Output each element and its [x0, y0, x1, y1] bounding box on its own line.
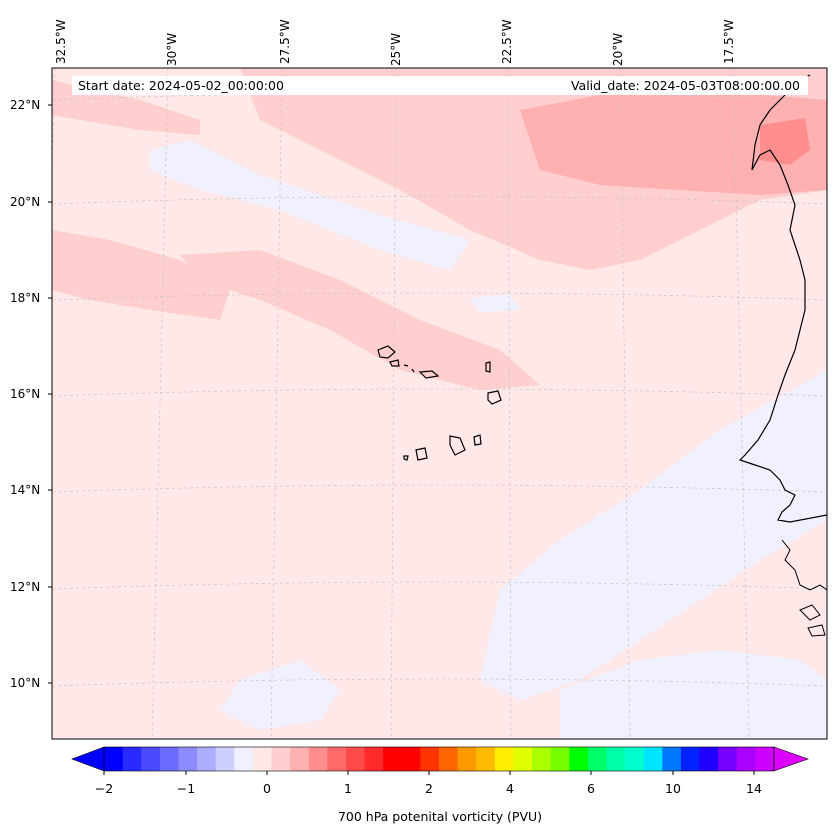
- colorbar-segment: [197, 747, 217, 771]
- pv-positive-ne: [520, 90, 827, 195]
- colorbar-segment: [476, 747, 496, 771]
- lat-label: 10°N: [10, 676, 41, 690]
- colorbar-segment: [755, 747, 775, 771]
- coastline-guinea: [781, 539, 827, 591]
- lon-label: 20°W: [611, 32, 625, 66]
- colorbar-segment: [420, 747, 440, 771]
- colorbar-segment: [643, 747, 663, 771]
- pv-negative-band-north: [150, 140, 470, 270]
- colorbar-segment: [606, 747, 626, 771]
- colorbar-segment: [662, 747, 682, 771]
- colorbar-segment: [680, 747, 701, 771]
- colorbar-segment: [122, 747, 142, 771]
- colorbar-segment: [587, 747, 607, 771]
- colorbar-segment: [104, 747, 124, 771]
- colorbar-segment: [215, 747, 235, 771]
- colorbar-tick-label: −2: [94, 781, 114, 796]
- colorbar-segment: [532, 747, 552, 771]
- colorbar-segment: [345, 747, 366, 771]
- lon-label: 22.5°W: [500, 19, 514, 64]
- colorbar-segment: [625, 747, 645, 771]
- start-date: Start date: 2024-05-02_00:00:00: [78, 78, 284, 93]
- pv-field: [52, 68, 827, 739]
- colorbar-segment: [699, 747, 719, 771]
- lon-label: 25°W: [389, 32, 403, 66]
- lat-ticks: [48, 104, 52, 684]
- colorbar-tick-label: 2: [425, 781, 433, 796]
- colorbar-tick-label: 0: [263, 781, 271, 796]
- lon-label: 27.5°W: [278, 19, 292, 64]
- colorbar-tick-label: 4: [506, 781, 514, 796]
- map-frame: [51, 67, 828, 740]
- lat-label: 14°N: [10, 483, 41, 497]
- colorbar-segment: [383, 747, 403, 771]
- lat-label: 16°N: [10, 387, 41, 401]
- bijagos-islands: [799, 604, 826, 637]
- africa-coastline: [738, 74, 827, 523]
- colorbar-title: 700 hPa potenital vorticity (PVU): [337, 809, 543, 824]
- colorbar-extend-max: [773, 746, 809, 772]
- colorbar-segment: [327, 747, 347, 771]
- pv-negative-patch-sw: [220, 660, 340, 730]
- colorbar-segment: [141, 747, 161, 771]
- colorbar-extend-min: [71, 746, 105, 772]
- lon-label: 17.5°W: [722, 19, 736, 64]
- colorbar-segment: [308, 747, 328, 771]
- colorbar-segment: [439, 747, 459, 771]
- colorbar-tick-label: 10: [665, 781, 681, 796]
- colorbar-segment: [271, 747, 291, 771]
- date-info-bar: Start date: 2024-05-02_00:00:00 Valid_da…: [72, 76, 808, 95]
- lat-label: 20°N: [10, 195, 41, 209]
- lon-label: 30°W: [165, 32, 179, 66]
- pv-positive-west: [52, 230, 230, 320]
- colorbar-segment: [178, 747, 198, 771]
- colorbar-segment: [159, 747, 179, 771]
- lat-label: 12°N: [10, 580, 41, 594]
- colorbar: [71, 746, 809, 775]
- colorbar-segment: [736, 747, 756, 771]
- pv-negative-patch: [470, 294, 520, 312]
- pv-negative-patch-se: [560, 650, 827, 739]
- colorbar-segment: [234, 747, 254, 771]
- colorbar-tick-label: 6: [587, 781, 595, 796]
- colorbar-segment: [364, 747, 384, 771]
- colorbar-frame: [103, 746, 775, 772]
- colorbar-segment: [718, 747, 738, 771]
- colorbar-segment: [569, 747, 589, 771]
- colorbar-tick-label: 1: [344, 781, 352, 796]
- colorbar-segment: [457, 747, 477, 771]
- lat-label: 18°N: [10, 291, 41, 305]
- colorbar-tick-label: −1: [176, 781, 196, 796]
- graticule: [52, 68, 827, 739]
- colorbar-segment: [401, 747, 421, 771]
- valid-date: Valid_date: 2024-05-03T08:00:00.00: [570, 78, 800, 93]
- colorbar-segment: [550, 747, 570, 771]
- cape-verde-islands: [377, 345, 502, 461]
- colorbar-segment: [513, 747, 533, 771]
- lon-label: 32.5°W: [54, 19, 68, 64]
- pv-negative-band-south: [480, 370, 827, 700]
- colorbar-segment: [252, 747, 272, 771]
- pv-positive-ridge: [180, 250, 540, 390]
- colorbar-segment: [494, 747, 514, 771]
- colorbar-segment: [290, 747, 310, 771]
- colorbar-tick-label: 14: [746, 781, 762, 796]
- lat-label: 22°N: [10, 98, 41, 112]
